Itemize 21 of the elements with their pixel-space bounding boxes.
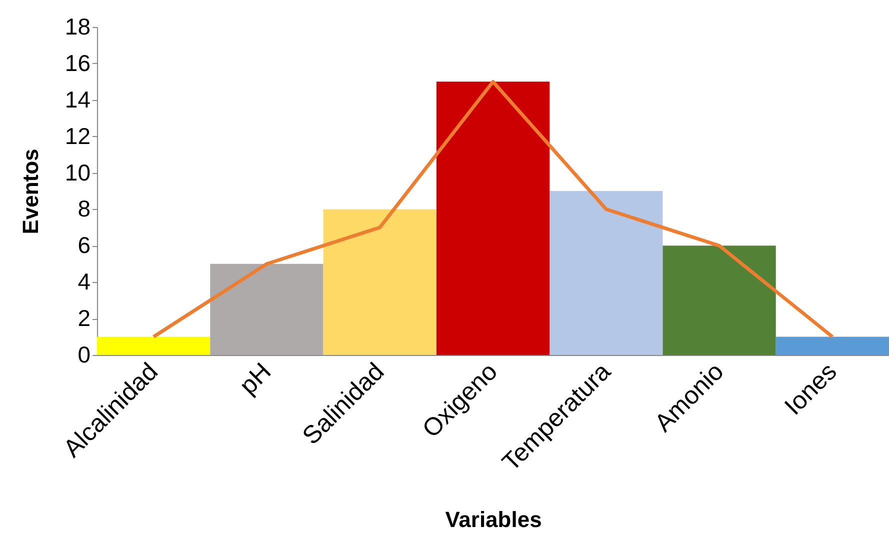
y-tick-label: 8 [78, 196, 90, 222]
y-tick-label: 0 [78, 342, 90, 368]
y-tick-label: 18 [64, 14, 90, 40]
bar [776, 336, 889, 355]
y-tick-label: 6 [78, 232, 90, 258]
bar [662, 246, 776, 355]
y-axis-title: Eventos [18, 148, 43, 234]
bar [550, 191, 663, 355]
line-series [152, 80, 834, 339]
y-tick-label: 16 [64, 50, 90, 76]
x-tick-label: pH [234, 358, 277, 400]
y-tick-label: 12 [64, 122, 90, 149]
y-tick-label: 14 [64, 86, 91, 112]
x-axis-title: Variables [445, 506, 542, 532]
bar [210, 264, 324, 355]
bar [97, 336, 210, 355]
bar [323, 209, 436, 355]
bar [436, 82, 550, 355]
y-tick-label: 2 [78, 305, 90, 332]
y-tick-label: 4 [78, 268, 91, 295]
y-tick-label: 10 [64, 159, 90, 186]
